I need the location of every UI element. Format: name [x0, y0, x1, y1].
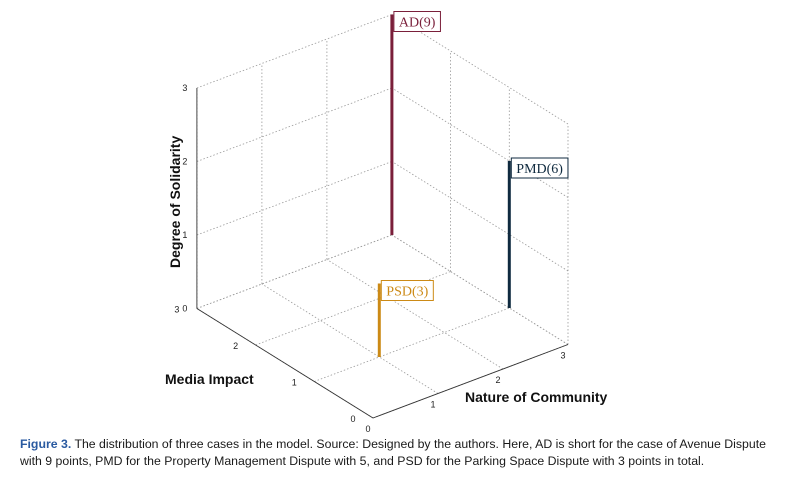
axes	[196, 88, 569, 419]
floor-gridline	[314, 307, 510, 382]
x-tick-label: 3	[560, 351, 565, 361]
x-axis-line	[372, 344, 569, 419]
y-tick-label: 0	[350, 414, 355, 424]
y-tick-label: 1	[292, 378, 297, 388]
figure-label: Figure 3.	[20, 437, 72, 451]
back-wall-gridline	[196, 14, 393, 89]
bar-label: PMD(6)	[516, 162, 563, 177]
x-tick-label: 0	[365, 424, 370, 434]
bar-annotation-0: AD(9)	[393, 11, 441, 32]
side-wall-gridline	[391, 234, 569, 345]
z-tick-label: 2	[182, 157, 187, 167]
x-tick-label: 1	[430, 400, 435, 410]
x-axis-label: Nature of Community	[465, 389, 608, 405]
floor-gridline	[261, 283, 439, 394]
y-axis-line	[196, 308, 374, 419]
side-wall-gridline	[391, 87, 569, 198]
z-tick-label: 0	[182, 304, 187, 314]
bar-label-box	[510, 157, 569, 179]
bars: AD(9) PMD(6) PSD(3)	[377, 11, 569, 357]
grid	[196, 14, 569, 419]
z-axis-label: Degree of Solidarity	[167, 136, 183, 268]
back-wall-gridline	[196, 234, 393, 309]
floor-gridline	[196, 234, 393, 309]
bar-annotation-1: PMD(6)	[510, 157, 569, 179]
y-axis-label: Media Impact	[165, 371, 254, 387]
side-wall-gridline	[391, 161, 569, 272]
back-wall-gridline	[196, 161, 393, 236]
figure-caption: Figure 3. The distribution of three case…	[20, 436, 776, 470]
floor-gridline	[326, 259, 504, 370]
axis-labels: Nature of Community Media Impact Degree …	[165, 136, 608, 405]
y-tick-label: 3	[174, 305, 179, 315]
bar-label-box	[393, 11, 441, 32]
bar-label: PSD(3)	[386, 285, 428, 300]
side-wall-gridline	[391, 14, 569, 125]
back-wall-gridline	[196, 87, 393, 162]
z-tick-label: 3	[182, 83, 187, 93]
bar-label: AD(9)	[399, 16, 436, 31]
x-tick-label: 2	[495, 375, 500, 385]
caption-text: The distribution of three cases in the m…	[20, 437, 766, 468]
bar-annotation-2: PSD(3)	[380, 280, 434, 301]
bar-label-box	[380, 280, 434, 301]
y-tick-label: 2	[233, 341, 238, 351]
z-tick-label: 1	[182, 230, 187, 240]
